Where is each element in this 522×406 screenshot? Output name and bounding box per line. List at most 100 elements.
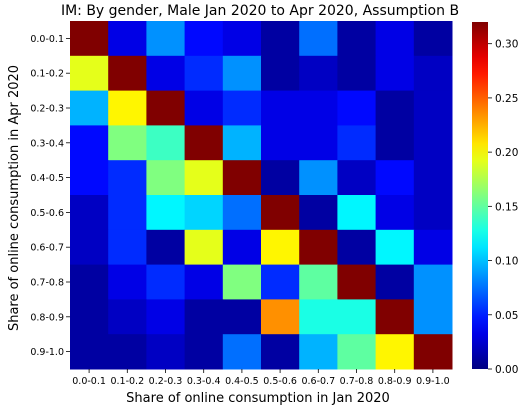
heatmap-cell: [413, 229, 453, 266]
x-tick-label: 0.2-0.3: [149, 376, 183, 387]
heatmap-cell: [413, 125, 453, 161]
heatmap-cell: [261, 125, 300, 161]
heatmap-cell: [108, 21, 147, 57]
heatmap-cell: [184, 229, 224, 266]
heatmap-cell: [413, 264, 453, 300]
y-tick-label: 0.8-0.9: [30, 312, 64, 323]
heatmap-cell: [184, 21, 224, 57]
heatmap-cell: [299, 160, 338, 196]
x-tick-label: 0.4-0.5: [225, 376, 259, 387]
heatmap-cell: [299, 264, 338, 300]
heatmap-cell: [108, 334, 147, 370]
x-tick-label: 0.7-0.8: [340, 376, 374, 387]
y-tick-labels: 0.0-0.1 0.1-0.2 0.2-0.3 0.3-0.4 0.4-0.5 0.5-0…: [30, 34, 70, 358]
heatmap-cell: [108, 90, 147, 126]
heatmap-cell: [70, 334, 109, 370]
colorbar-tick-label: 0.25: [495, 93, 518, 105]
y-tick-label: 0.9-1.0: [30, 347, 64, 358]
heatmap-cell: [413, 299, 453, 335]
heatmap-cell: [184, 334, 224, 370]
heatmap-cell: [261, 334, 300, 370]
heatmap-cell: [146, 55, 186, 92]
heatmap-cell: [261, 264, 300, 300]
heatmap-cell: [375, 195, 415, 231]
heatmap-cell: [70, 229, 109, 266]
heatmap-cell: [299, 90, 338, 126]
heatmap-cell: [146, 264, 186, 300]
heatmap-cell: [337, 334, 377, 370]
x-tick-label: 0.8-0.9: [378, 376, 412, 387]
heatmap-cell: [70, 160, 109, 196]
heatmap-cell: [70, 264, 109, 300]
heatmap-cell: [375, 125, 415, 161]
heatmap-cell: [337, 90, 377, 126]
y-tick-label: 0.0-0.1: [30, 34, 64, 45]
heatmap-cell: [261, 160, 300, 196]
heatmap-cell: [299, 195, 338, 231]
heatmap-cell: [222, 264, 262, 300]
heatmap-cell: [184, 125, 224, 161]
heatmap-cell: [299, 299, 338, 335]
colorbar: [472, 22, 488, 369]
heatmap-cell: [299, 55, 338, 92]
heatmap-cell: [184, 55, 224, 92]
heatmap-cell: [261, 229, 300, 266]
colorbar-ticks: 0.00 0.05 0.10 0.15 0.20 0.25 0.30: [488, 39, 518, 376]
heatmap-cells: [70, 21, 453, 370]
heatmap-cell: [222, 195, 262, 231]
heatmap-cell: [108, 55, 147, 92]
x-axis-label: Share of online consumption in Jan 2020: [126, 391, 390, 406]
heatmap-cell: [184, 299, 224, 335]
y-axis-label: Share of online consumption in Apr 2020: [7, 65, 22, 331]
heatmap-cell: [222, 125, 262, 161]
heatmap-cell: [222, 334, 262, 370]
heatmap-cell: [337, 125, 377, 161]
heatmap-cell: [299, 229, 338, 266]
heatmap-cell: [108, 195, 147, 231]
heatmap-cell: [146, 125, 186, 161]
heatmap-cell: [413, 334, 453, 370]
heatmap-cell: [299, 21, 338, 57]
heatmap-cell: [146, 229, 186, 266]
heatmap-cell: [184, 195, 224, 231]
heatmap-cell: [413, 21, 453, 57]
heatmap-cell: [70, 195, 109, 231]
heatmap-cell: [70, 90, 109, 126]
x-tick-label: 0.1-0.2: [110, 376, 144, 387]
y-tick-label: 0.2-0.3: [30, 104, 64, 115]
heatmap-cell: [184, 264, 224, 300]
colorbar-tick-label: 0.30: [495, 39, 518, 51]
heatmap-cell: [375, 55, 415, 92]
heatmap-cell: [222, 90, 262, 126]
y-tick-label: 0.6-0.7: [30, 243, 64, 254]
heatmap-cell: [222, 229, 262, 266]
heatmap-cell: [70, 55, 109, 92]
colorbar-tick-label: 0.00: [495, 364, 518, 376]
heatmap-cell: [146, 160, 186, 196]
heatmap-cell: [261, 90, 300, 126]
heatmap-cell: [184, 160, 224, 196]
heatmap-cell: [375, 21, 415, 57]
colorbar-tick-label: 0.10: [495, 256, 518, 268]
heatmap-cell: [413, 195, 453, 231]
heatmap-cell: [108, 264, 147, 300]
heatmap-cell: [146, 21, 186, 57]
heatmap-cell: [70, 21, 109, 57]
heatmap-cell: [375, 299, 415, 335]
heatmap-cell: [337, 195, 377, 231]
x-tick-label: 0.5-0.6: [263, 376, 297, 387]
x-tick-labels: 0.0-0.1 0.1-0.2 0.2-0.3 0.3-0.4 0.4-0.5 0.5-0…: [72, 369, 450, 387]
heatmap-cell: [261, 299, 300, 335]
heatmap-cell: [299, 334, 338, 370]
heatmap-cell: [261, 195, 300, 231]
x-tick-label: 0.9-1.0: [416, 376, 450, 387]
heatmap-cell: [70, 125, 109, 161]
heatmap-cell: [337, 264, 377, 300]
heatmap-cell: [108, 299, 147, 335]
heatmap-cell: [261, 21, 300, 57]
heatmap-cell: [413, 160, 453, 196]
heatmap-cell: [108, 160, 147, 196]
heatmap-cell: [375, 264, 415, 300]
heatmap-cell: [108, 229, 147, 266]
